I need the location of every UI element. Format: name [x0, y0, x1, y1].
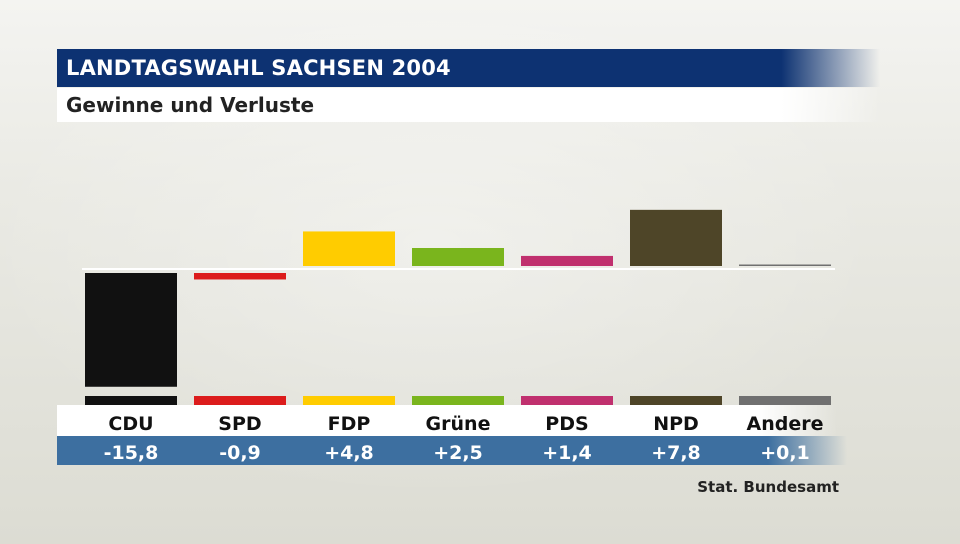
category-label-grüne: Grüne [426, 413, 491, 435]
category-label-pds: PDS [545, 413, 588, 435]
color-strip-spd [194, 396, 286, 405]
category-label-npd: NPD [653, 413, 699, 435]
category-label-fdp: FDP [328, 413, 371, 435]
color-strip-grüne [412, 396, 504, 405]
category-label-cdu: CDU [108, 413, 153, 435]
category-label-andere: Andere [747, 413, 824, 435]
color-strips-group [85, 396, 831, 405]
bar-spd [194, 273, 286, 280]
value-label-grüne: +2,5 [433, 442, 483, 464]
category-labels-group: CDU SPD FDP Grüne PDS NPD Andere [108, 413, 823, 435]
bar-grüne [412, 248, 504, 266]
value-label-spd: -0,9 [219, 442, 261, 464]
color-strip-cdu [85, 396, 177, 405]
category-label-spd: SPD [218, 413, 261, 435]
value-label-pds: +1,4 [542, 442, 592, 464]
bar-npd [630, 209, 722, 266]
bar-andere [739, 264, 831, 266]
bar-fdp [303, 231, 395, 266]
value-label-band [57, 436, 847, 465]
value-label-fdp: +4,8 [324, 442, 374, 464]
bar-cdu [85, 273, 177, 387]
value-labels-group: -15,8 -0,9 +4,8 +2,5 +1,4 +7,8 +0,1 [104, 442, 810, 464]
color-strip-andere [739, 396, 831, 405]
value-label-npd: +7,8 [651, 442, 701, 464]
color-strip-npd [630, 396, 722, 405]
value-label-cdu: -15,8 [104, 442, 159, 464]
color-strip-fdp [303, 396, 395, 405]
source-label: Stat. Bundesamt [697, 478, 839, 496]
category-label-band [57, 405, 837, 436]
chart-title: LANDTAGSWAHL SACHSEN 2004 [57, 49, 880, 87]
bar-pds [521, 255, 613, 266]
bars-group [85, 209, 831, 387]
color-strip-pds [521, 396, 613, 405]
chart-subtitle: Gewinne und Verluste [57, 88, 880, 122]
value-label-andere: +0,1 [760, 442, 810, 464]
